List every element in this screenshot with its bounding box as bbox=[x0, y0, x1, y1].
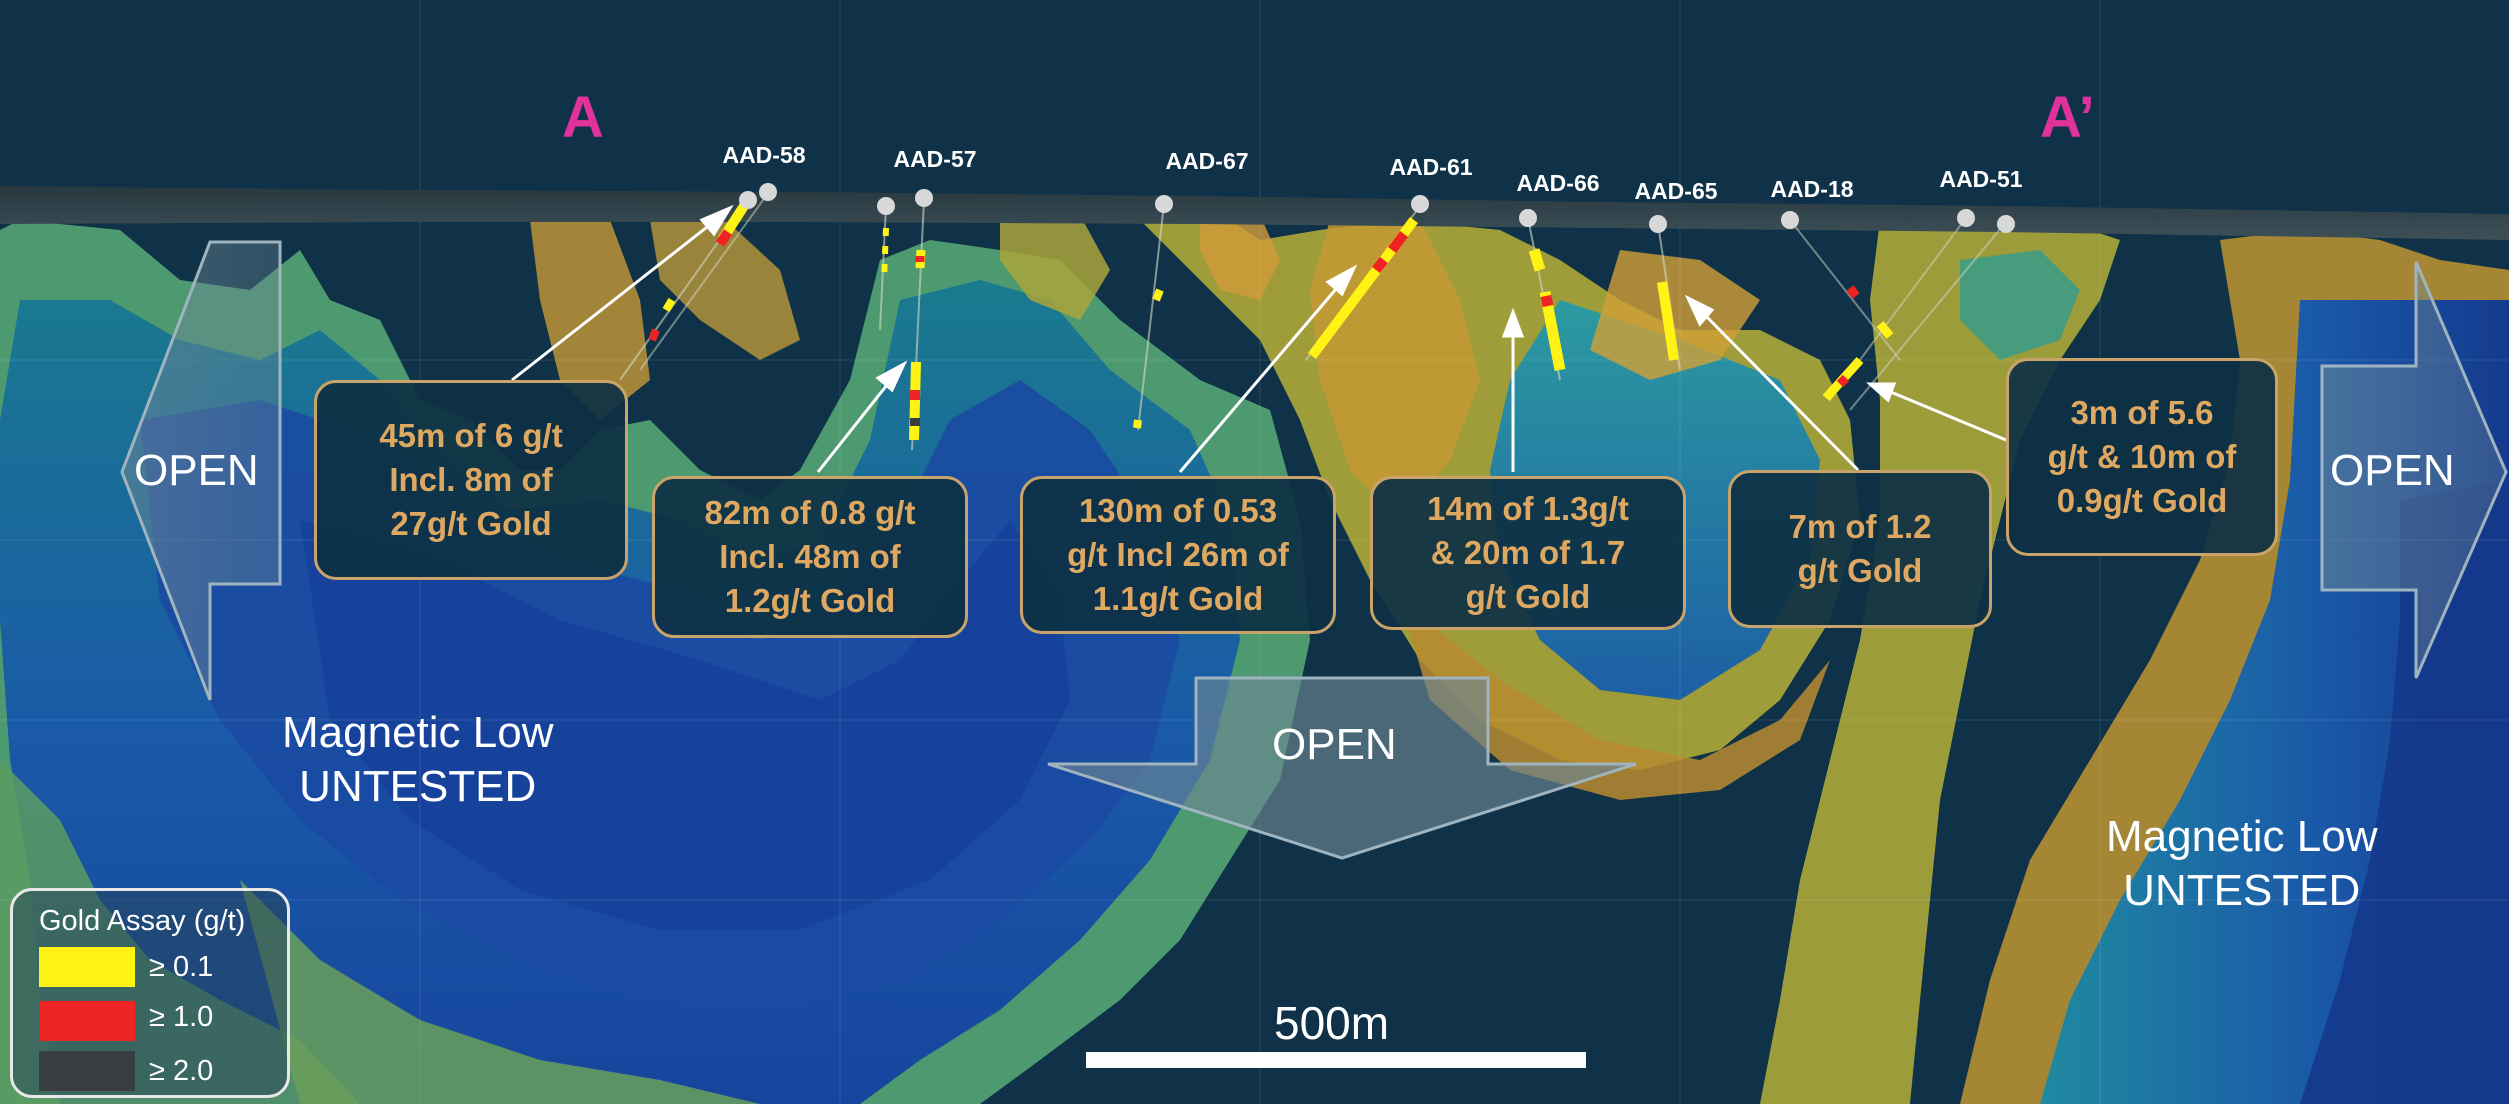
callout-line: g/t Gold bbox=[1465, 578, 1591, 615]
topography-surface bbox=[0, 186, 2509, 240]
callout-line: 130m of 0.53 bbox=[1078, 492, 1278, 529]
callout-line: 1.2g/t Gold bbox=[724, 582, 896, 619]
callout-line: Incl. 8m of bbox=[389, 461, 553, 498]
legend-item-label: ≥ 1.0 bbox=[149, 1001, 214, 1033]
callout-line: 7m of 1.2 bbox=[1788, 508, 1932, 545]
collar-markers bbox=[739, 183, 2015, 233]
drillhole-label: AAD-51 bbox=[1939, 166, 2023, 192]
magnetic-low-right: Magnetic Low UNTESTED bbox=[2106, 810, 2377, 918]
open-arrow-down bbox=[1047, 676, 1637, 860]
assay-callout: 130m of 0.53 g/t Incl 26m of 1.1g/t Gold bbox=[1020, 476, 1336, 634]
scale-bar bbox=[1086, 1052, 1586, 1068]
assay-callout: 82m of 0.8 g/t Incl. 48m of 1.2g/t Gold bbox=[652, 476, 968, 638]
open-down-label: OPEN bbox=[1272, 720, 1397, 769]
legend-swatch-yellow bbox=[39, 947, 135, 987]
magnetic-low-title: Magnetic Low bbox=[282, 708, 554, 757]
assay-legend: Gold Assay (g/t) ≥ 0.1 ≥ 1.0 ≥ 2.0 bbox=[10, 888, 290, 1098]
drillhole-label: AAD-57 bbox=[893, 146, 977, 172]
callout-line: 82m of 0.8 g/t bbox=[704, 494, 916, 531]
drillhole-label: AAD-18 bbox=[1770, 176, 1854, 202]
callout-line: 14m of 1.3g/t bbox=[1427, 490, 1629, 527]
callout-line: g/t Gold bbox=[1797, 552, 1923, 589]
open-arrow-right bbox=[2320, 261, 2508, 679]
legend-item-label: ≥ 2.0 bbox=[149, 1055, 214, 1087]
drillhole-label: AAD-67 bbox=[1165, 148, 1249, 174]
magnetic-low-title: Magnetic Low bbox=[2106, 812, 2378, 861]
callout-line: 0.9g/t Gold bbox=[2056, 482, 2228, 519]
callout-line: 1.1g/t Gold bbox=[1092, 580, 1264, 617]
magnetic-low-left: Magnetic Low UNTESTED bbox=[282, 706, 553, 814]
legend-swatch-red bbox=[39, 1001, 135, 1041]
magnetic-low-status: UNTESTED bbox=[299, 762, 537, 811]
assay-intervals bbox=[648, 203, 1894, 441]
legend-swatch-dark bbox=[39, 1051, 135, 1091]
callout-line: g/t & 10m of bbox=[2047, 438, 2237, 475]
callout-line: 45m of 6 g/t bbox=[379, 417, 563, 454]
magnetic-low-status: UNTESTED bbox=[2123, 866, 2361, 915]
assay-callout: 14m of 1.3g/t & 20m of 1.7 g/t Gold bbox=[1370, 476, 1686, 630]
callout-line: 27g/t Gold bbox=[390, 505, 552, 542]
open-left-label: OPEN bbox=[134, 446, 259, 495]
legend-title: Gold Assay (g/t) bbox=[39, 905, 246, 937]
drillhole-label: AAD-58 bbox=[722, 142, 806, 168]
drillhole-label: AAD-61 bbox=[1389, 154, 1473, 180]
section-end-label: A’ bbox=[2040, 85, 2095, 150]
assay-callout: 45m of 6 g/t Incl. 8m of 27g/t Gold bbox=[314, 380, 628, 580]
section-start-label: A bbox=[562, 85, 604, 150]
scale-bar-label: 500m bbox=[1274, 997, 1390, 1049]
callout-line: Incl. 48m of bbox=[719, 538, 901, 575]
open-arrow-left bbox=[120, 240, 282, 701]
callout-line: & 20m of 1.7 bbox=[1430, 534, 1626, 571]
drillhole-label: AAD-66 bbox=[1516, 170, 1600, 196]
callout-leaders bbox=[511, 204, 2007, 473]
callout-line: 3m of 5.6 bbox=[2070, 394, 2214, 431]
callout-line: g/t Incl 26m of bbox=[1067, 536, 1289, 573]
legend-item-label: ≥ 0.1 bbox=[149, 951, 214, 983]
drillhole-label: AAD-65 bbox=[1634, 178, 1718, 204]
open-right-label: OPEN bbox=[2330, 446, 2455, 495]
assay-callout: 7m of 1.2 g/t Gold bbox=[1728, 470, 1992, 628]
assay-callout: 3m of 5.6 g/t & 10m of 0.9g/t Gold bbox=[2006, 358, 2278, 556]
